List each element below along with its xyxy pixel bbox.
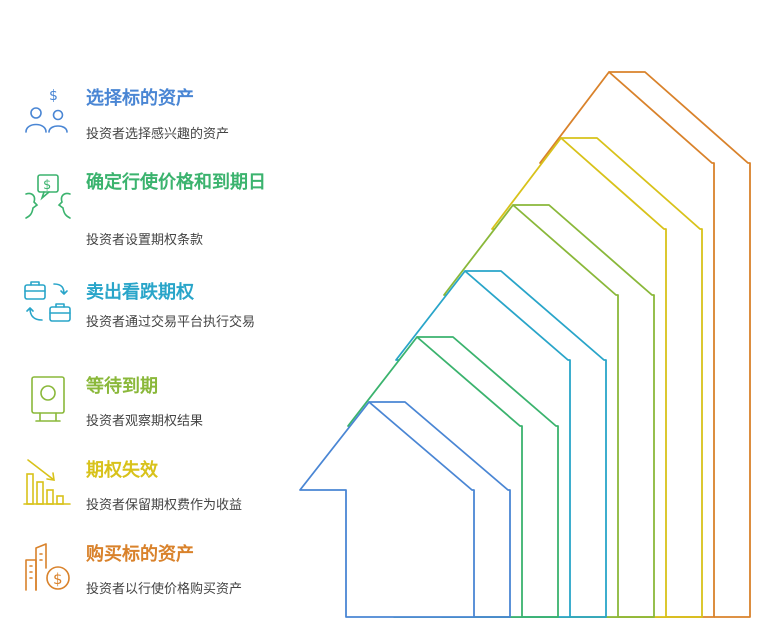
step-6: $ 购买标的资产 投资者以行使价格购买资产 (22, 542, 282, 602)
step-1: $ 选择标的资产 投资者选择感兴趣的资产 (22, 86, 282, 156)
arrow-depth-face (609, 71, 751, 618)
step-description: 投资者设置期权条款 (86, 233, 204, 248)
step-title: 确定行使价格和到期日 (86, 172, 266, 193)
step-title: 卖出看跌期权 (86, 282, 194, 303)
step-2: $ 确定行使价格和到期日 投资者设置期权条款 (22, 172, 282, 252)
step-3: 卖出看跌期权 投资者通过交易平台执行交易 (22, 280, 282, 352)
svg-text:$: $ (53, 570, 63, 588)
arrow-depth-face (561, 137, 703, 618)
step-title: 期权失效 (86, 460, 158, 481)
declining-bar-chart-icon (23, 459, 71, 505)
briefcase-exchange-icon (24, 281, 71, 322)
step-5: 期权失效 投资者保留期权费作为收益 (22, 458, 282, 518)
step-description: 投资者以行使价格购买资产 (86, 582, 243, 597)
svg-text:$: $ (49, 88, 58, 104)
step-description: 投资者观察期权结果 (86, 414, 204, 429)
arrow-depth-face (513, 204, 655, 618)
step-title: 选择标的资产 (86, 88, 194, 109)
investors-dollar-icon: $ (25, 88, 68, 133)
step-title: 购买标的资产 (86, 544, 194, 565)
step-description: 投资者通过交易平台执行交易 (86, 315, 256, 330)
arrow-depth-face (417, 336, 559, 618)
step-description: 投资者选择感兴趣的资产 (86, 127, 230, 142)
arrow-step-1 (299, 401, 511, 618)
arrow-depth-face (369, 401, 511, 618)
arrow-depth-face (465, 270, 607, 618)
building-dollar-icon: $ (25, 543, 70, 591)
svg-text:$: $ (43, 178, 51, 193)
negotiation-dollar-icon: $ (25, 174, 71, 219)
safe-box-icon (31, 376, 65, 422)
arrow-front-face (299, 401, 475, 618)
step-4: 等待到期 投资者观察期权结果 (22, 374, 282, 434)
step-title: 等待到期 (86, 376, 158, 397)
step-description: 投资者保留期权费作为收益 (86, 498, 243, 513)
